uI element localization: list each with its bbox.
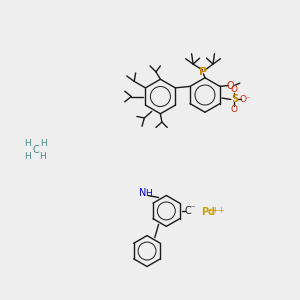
Text: C: C <box>185 206 192 216</box>
Text: O: O <box>231 85 238 94</box>
Text: O: O <box>231 105 238 114</box>
Text: H: H <box>24 139 31 148</box>
Text: H: H <box>24 152 31 161</box>
Text: O⁻: O⁻ <box>240 95 252 104</box>
Text: S: S <box>231 94 238 104</box>
Text: H: H <box>40 139 47 148</box>
Text: ⁻: ⁻ <box>190 204 195 213</box>
Text: H: H <box>40 152 46 161</box>
Text: C: C <box>32 145 39 155</box>
Text: Pd: Pd <box>201 207 215 218</box>
Text: P: P <box>200 67 208 77</box>
Text: O: O <box>227 80 234 91</box>
Text: ++: ++ <box>211 206 225 214</box>
Text: H: H <box>145 189 152 198</box>
Text: N: N <box>139 188 147 198</box>
